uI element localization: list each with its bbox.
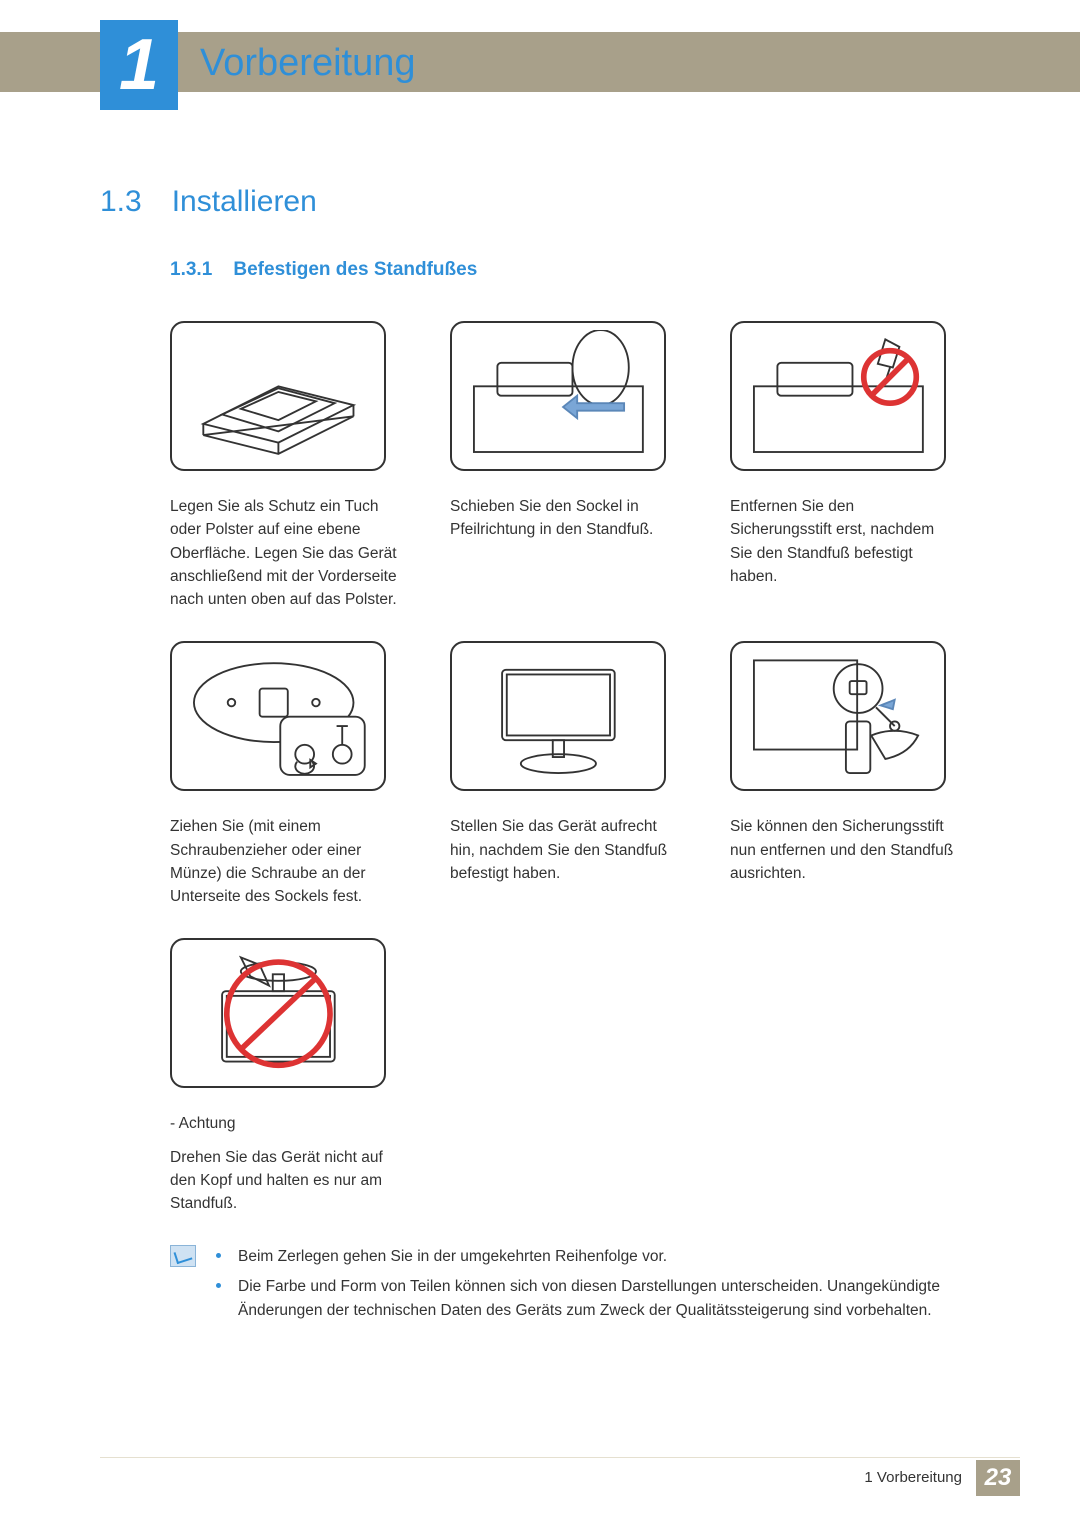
step-4-illustration xyxy=(170,641,386,791)
section-heading: 1.3 Installieren xyxy=(100,185,960,219)
steps-grid: Legen Sie als Schutz ein Tuch oder Polst… xyxy=(170,321,960,1215)
step-3: Entfernen Sie den Sicherungsstift erst, … xyxy=(730,321,960,611)
step-1: Legen Sie als Schutz ein Tuch oder Polst… xyxy=(170,321,400,611)
page-content: 1.3 Installieren 1.3.1 Befestigen des St… xyxy=(100,185,960,1329)
caution-illustration xyxy=(170,938,386,1088)
step-5-text: Stellen Sie das Gerät aufrecht hin, nach… xyxy=(450,815,680,885)
step-4: Ziehen Sie (mit einem Schraubenzieher od… xyxy=(170,641,400,908)
step-4-text: Ziehen Sie (mit einem Schraubenzieher od… xyxy=(170,815,400,908)
caution-text: Drehen Sie das Gerät nicht auf den Kopf … xyxy=(170,1146,400,1216)
step-2-illustration xyxy=(450,321,666,471)
note-list: Beim Zerlegen gehen Sie in der umgekehrt… xyxy=(216,1245,960,1329)
step-6-illustration xyxy=(730,641,946,791)
subsection-number: 1.3.1 xyxy=(170,259,212,280)
chapter-number: 1 xyxy=(119,29,159,101)
step-1-illustration xyxy=(170,321,386,471)
step-1-text: Legen Sie als Schutz ein Tuch oder Polst… xyxy=(170,495,400,611)
step-5-illustration xyxy=(450,641,666,791)
chapter-title: Vorbereitung xyxy=(200,42,416,85)
note-item: Die Farbe und Form von Teilen können sic… xyxy=(216,1275,960,1323)
step-6-text: Sie können den Sicherungsstift nun entfe… xyxy=(730,815,960,885)
step-5: Stellen Sie das Gerät aufrecht hin, nach… xyxy=(450,641,680,908)
section-number: 1.3 xyxy=(100,185,142,219)
step-2: Schieben Sie den Sockel in Pfeilrichtung… xyxy=(450,321,680,611)
caution-block: - Achtung Drehen Sie das Gerät nicht auf… xyxy=(170,938,400,1215)
footer-label: 1 Vorbereitung xyxy=(864,1469,962,1486)
page-footer: 1 Vorbereitung 23 xyxy=(100,1457,1020,1497)
subsection-title: Befestigen des Standfußes xyxy=(233,259,477,280)
notes-block: Beim Zerlegen gehen Sie in der umgekehrt… xyxy=(170,1245,960,1329)
note-icon xyxy=(170,1245,196,1267)
step-3-illustration xyxy=(730,321,946,471)
note-item: Beim Zerlegen gehen Sie in der umgekehrt… xyxy=(216,1245,960,1269)
step-2-text: Schieben Sie den Sockel in Pfeilrichtung… xyxy=(450,495,680,542)
step-6: Sie können den Sicherungsstift nun entfe… xyxy=(730,641,960,908)
section-title: Installieren xyxy=(172,185,317,219)
page-number: 23 xyxy=(976,1460,1020,1496)
subsection-heading: 1.3.1 Befestigen des Standfußes xyxy=(170,259,960,281)
caution-label: - Achtung xyxy=(170,1112,400,1135)
chapter-badge: 1 xyxy=(100,20,178,110)
step-3-text: Entfernen Sie den Sicherungsstift erst, … xyxy=(730,495,960,588)
